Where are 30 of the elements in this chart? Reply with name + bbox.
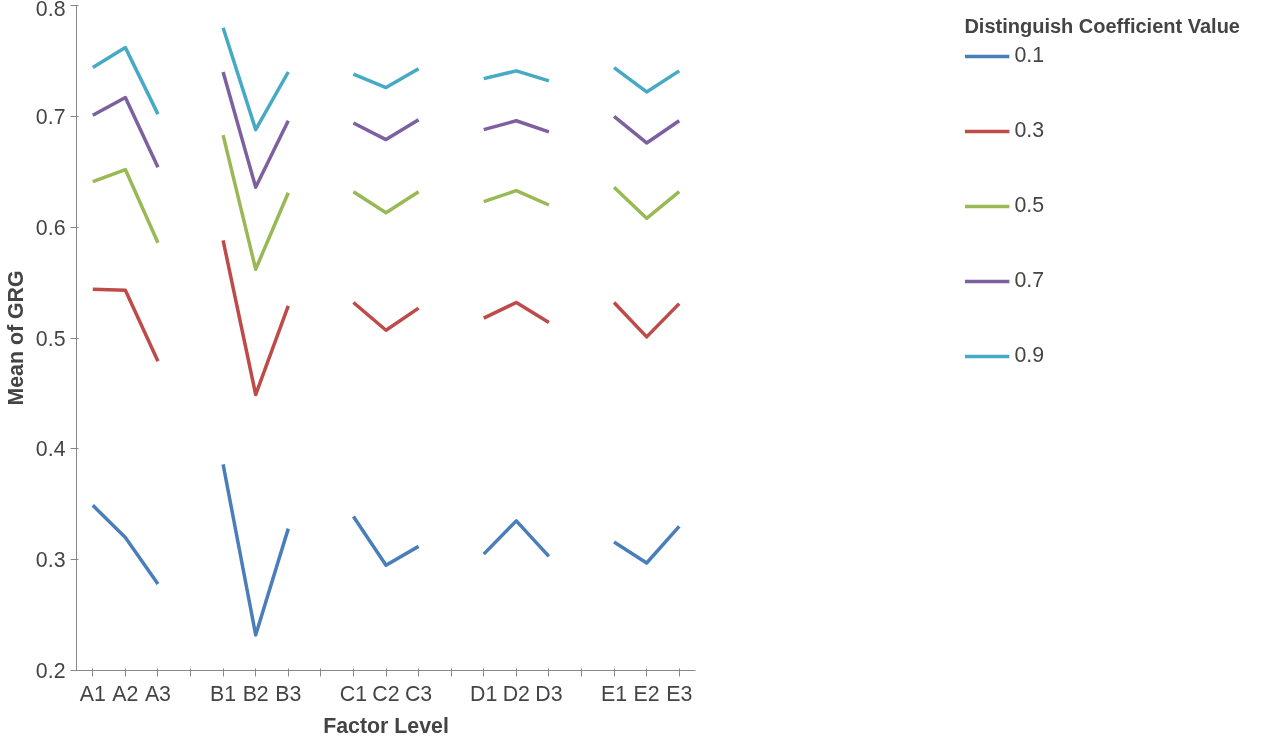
- legend-label: 0.9: [1014, 343, 1045, 368]
- x-tick-label: A2: [112, 681, 139, 706]
- y-tick-label: 0.5: [35, 326, 66, 351]
- y-tick-label: 0.7: [35, 104, 66, 129]
- x-tick-label: C1: [339, 681, 368, 706]
- x-tick-label: B2: [242, 681, 269, 706]
- x-tick-label: D2: [502, 681, 530, 706]
- x-tick-label: D3: [535, 681, 563, 706]
- y-tick-label: 0.3: [35, 548, 66, 573]
- y-tick-label: 0.2: [35, 659, 66, 683]
- x-tick-label: D1: [470, 681, 498, 706]
- x-tick-label: C3: [404, 681, 433, 706]
- x-tick-label: E1: [601, 681, 628, 706]
- x-tick-label: B1: [210, 681, 237, 706]
- legend-title: Distinguish Coefficient Value: [964, 15, 1240, 38]
- x-tick-label: B3: [275, 681, 302, 706]
- legend-label: 0.1: [1014, 43, 1045, 68]
- x-tick-label: A3: [144, 681, 171, 706]
- x-tick-label: E3: [666, 681, 693, 706]
- y-tick-label: 0.8: [35, 0, 66, 21]
- legend-label: 0.7: [1014, 268, 1045, 293]
- y-axis-title: Mean of GRG: [3, 270, 28, 406]
- legend-label: 0.3: [1014, 118, 1045, 143]
- legend-label: 0.5: [1014, 193, 1045, 218]
- x-tick-label: E2: [633, 681, 660, 706]
- y-tick-label: 0.4: [35, 437, 66, 462]
- y-tick-label: 0.6: [35, 215, 66, 240]
- x-tick-label: A1: [79, 681, 106, 706]
- x-axis-title: Factor Level: [323, 713, 449, 738]
- x-tick-label: C2: [372, 681, 400, 706]
